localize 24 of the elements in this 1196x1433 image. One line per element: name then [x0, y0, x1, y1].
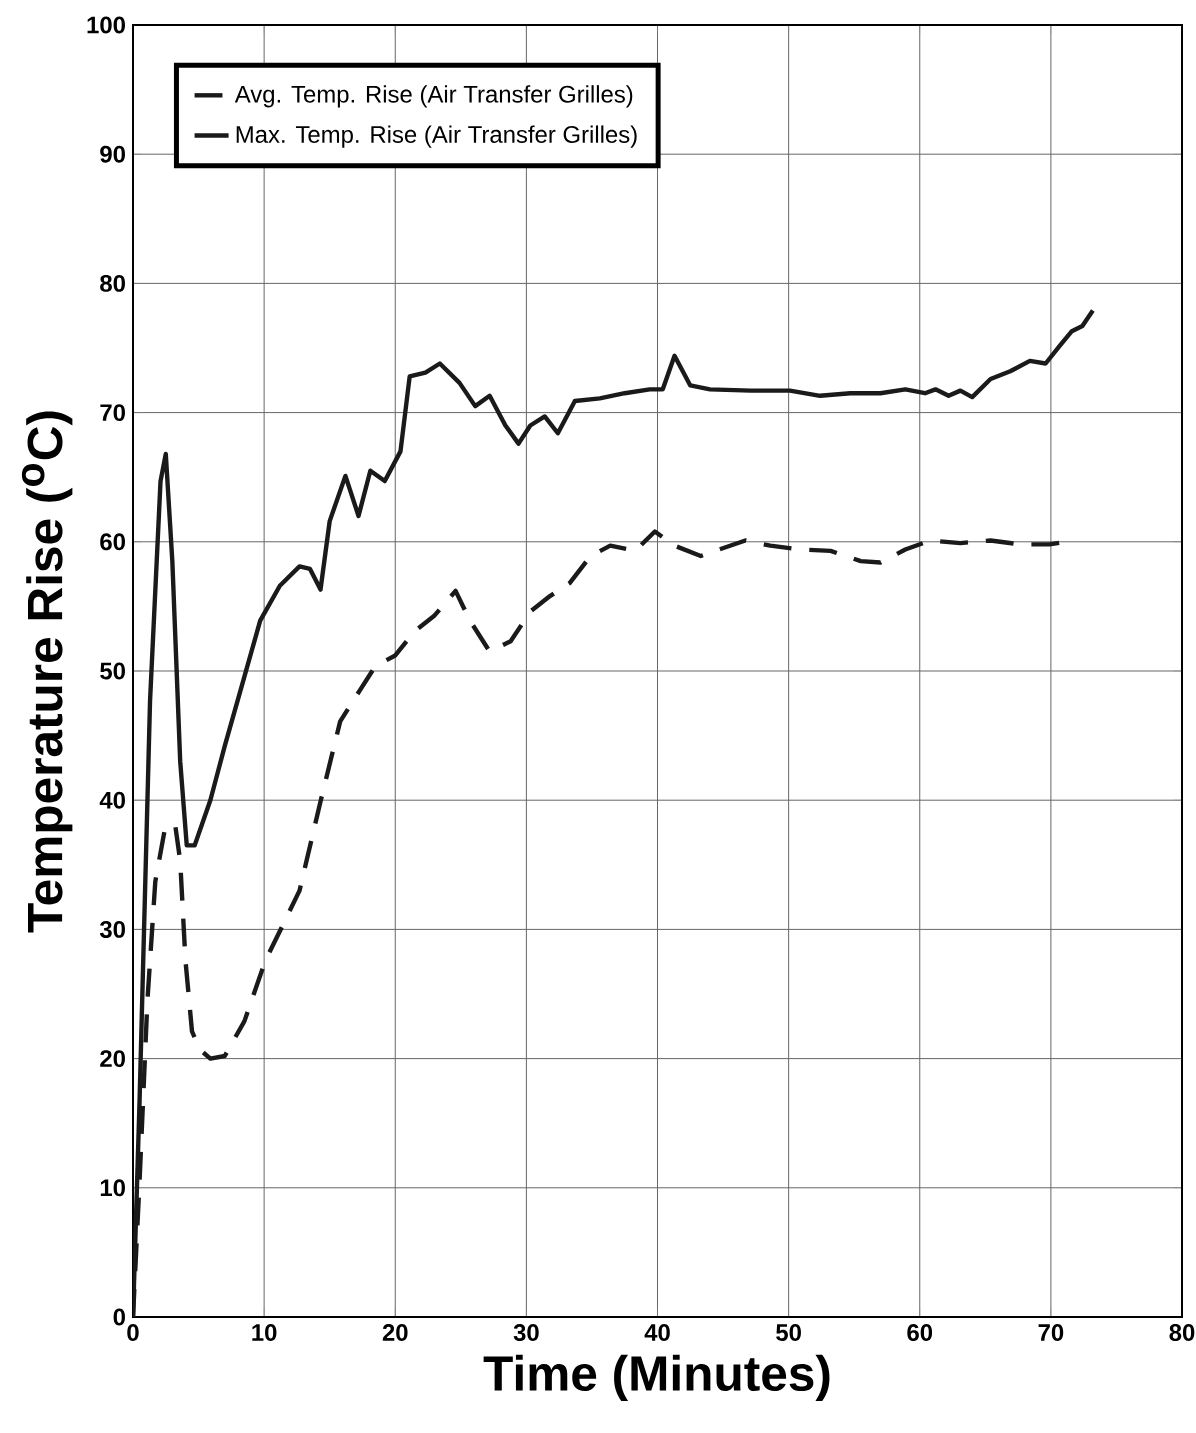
y-tick-label: 50	[100, 662, 125, 680]
y-tick-label: 80	[100, 274, 125, 292]
x-tick-label: 30	[513, 1324, 539, 1342]
x-tick-label: 40	[644, 1324, 670, 1341]
y-tick-label: 10	[100, 1179, 125, 1197]
x-tick-label: 70	[1038, 1324, 1064, 1341]
y-tick-label: 30	[99, 920, 125, 938]
y-tick-label: 40	[99, 791, 125, 809]
y-tick-label: 60	[100, 533, 125, 551]
x-tick-label: 50	[776, 1324, 801, 1341]
y-tick-label: 0	[113, 1308, 125, 1326]
legend-label: Avg. Temp. Rise (Air Transfer Grilles)	[234, 85, 633, 108]
y-tick-label: 100	[87, 16, 125, 34]
y-tick-label: 90	[100, 145, 125, 163]
y-tick-label: 70	[100, 404, 125, 422]
x-tick-label: 0	[127, 1324, 139, 1341]
x-tick-label: 60	[907, 1324, 933, 1341]
y-tick-label: 20	[100, 1050, 125, 1068]
x-axis-title: Time (Minutes)	[483, 1354, 830, 1401]
y-axis-title: Temperature Rise ($^{o}$C)	[21, 411, 73, 933]
x-tick-label: 80	[1169, 1324, 1195, 1341]
legend-label: Max. Temp. Rise (Air Transfer Grilles)	[236, 125, 637, 148]
x-tick-label: 10	[252, 1324, 277, 1341]
x-tick-label: 20	[382, 1324, 408, 1341]
